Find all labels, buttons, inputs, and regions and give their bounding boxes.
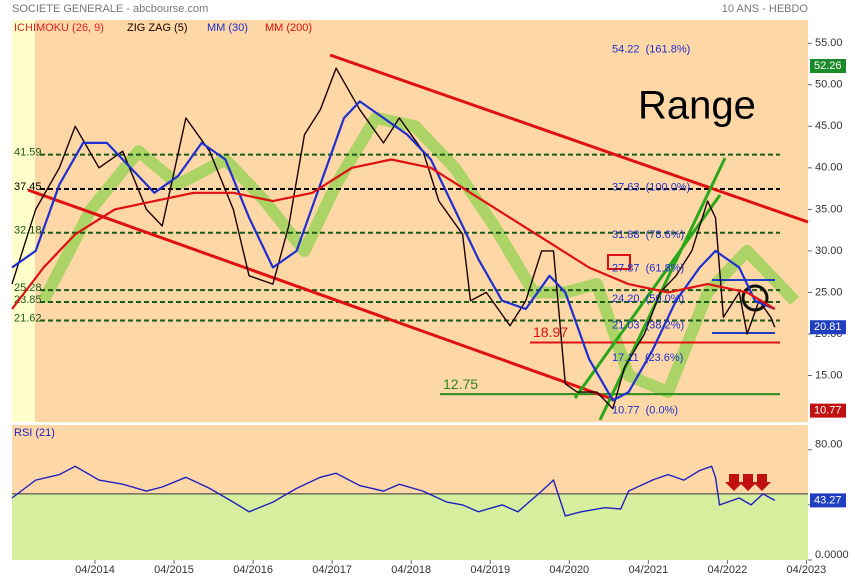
rsi-title: RSI (21) — [14, 427, 55, 439]
fib-label: 27.87 (61.8%) — [612, 262, 684, 274]
x-tick-label: 04/2023 — [787, 564, 827, 576]
fib-label: 31.88 (78.6%) — [612, 229, 684, 241]
legend-entry: MM (200) — [265, 22, 312, 34]
rsi-line — [11, 465, 776, 517]
series-line — [11, 158, 776, 310]
series-line — [11, 100, 776, 402]
level-label: 18.97 — [533, 324, 568, 340]
level-label: 32.18 — [14, 225, 42, 237]
y-tick-label: 25.00 — [815, 286, 843, 298]
x-tick-label: 04/2015 — [154, 564, 194, 576]
fib-label: 21.03 (38.2%) — [612, 319, 684, 331]
y-tick-label: 30.00 — [815, 245, 843, 257]
legend-entry: MM (30) — [207, 22, 248, 34]
level-label: 21.62 — [14, 312, 42, 324]
fib-label: 37.63 (100.0%) — [612, 181, 690, 193]
value-box — [810, 59, 846, 74]
arrows — [725, 474, 771, 491]
highlight-box — [607, 254, 631, 270]
y-tick-label: 55.00 — [815, 37, 843, 49]
x-tick-label: 04/2016 — [233, 564, 273, 576]
x-tick-label: 04/2017 — [312, 564, 352, 576]
level-label: 12.75 — [443, 376, 478, 392]
layer — [12, 112, 808, 560]
ichimoku-cloud — [38, 112, 799, 399]
fib-label: 17.11 (23.6%) — [612, 352, 683, 364]
y-tick-label: 35.00 — [815, 203, 843, 215]
value-box-label: 52.26 — [814, 60, 842, 72]
channel-line — [27, 188, 616, 402]
value-box-label: 20.81 — [814, 321, 842, 333]
legend-entry: ZIG ZAG (5) — [127, 22, 188, 34]
level-label: 41.59 — [14, 147, 42, 159]
chart-title: SOCIETE GENERALE - abcbourse.com — [12, 3, 208, 15]
arrow — [725, 474, 743, 491]
y-tick-label: 45.00 — [815, 120, 843, 132]
value-box — [810, 403, 846, 418]
rsi-lower — [12, 493, 808, 560]
arrow — [739, 474, 757, 491]
arrow — [753, 474, 771, 491]
fib-label: 10.77 (0.0%) — [612, 405, 678, 417]
x-tick-label: 04/2022 — [707, 564, 747, 576]
series-line — [11, 67, 776, 410]
value-box — [810, 493, 846, 508]
annotation: Range — [638, 84, 756, 128]
x-tick-label: 04/2020 — [549, 564, 589, 576]
fib-label: 54.22 (161.8%) — [612, 44, 690, 56]
chart-subtitle: 10 ANS - HEBDO — [722, 3, 809, 15]
y-tick-label: 50.00 — [815, 79, 843, 91]
x-tick-label: 04/2014 — [75, 564, 115, 576]
value-box-label: 10.77 — [814, 405, 842, 417]
channel-line — [329, 53, 809, 224]
channel-line — [573, 194, 722, 399]
x-tick-label: 04/2018 — [391, 564, 431, 576]
y-tick-label: 0.0000 — [815, 549, 849, 561]
legend-entry: ICHIMOKU (26, 9) — [14, 22, 104, 34]
y-tick-label: 15.00 — [815, 369, 843, 381]
x-tick-label: 04/2019 — [470, 564, 510, 576]
value-box-label: 43.27 — [814, 494, 842, 506]
cloud-bg — [35, 20, 808, 422]
fib-label: 24.20 (50.0%) — [612, 293, 684, 305]
rsi-upper — [12, 425, 808, 494]
y-tick-label: 40.00 — [815, 162, 843, 174]
level-label: 37.45 — [14, 181, 42, 193]
y-tick-label: 80.00 — [815, 439, 843, 451]
value-box — [810, 320, 846, 335]
x-tick-label: 04/2021 — [628, 564, 668, 576]
